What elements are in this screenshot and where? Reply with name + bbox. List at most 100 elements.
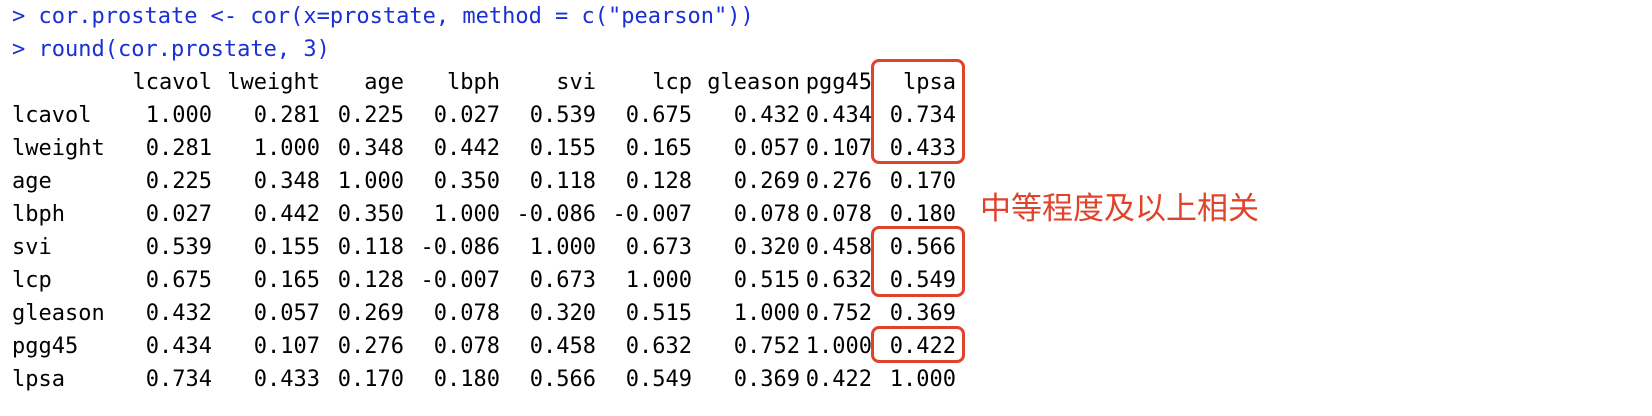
matrix-row: svi 0.539 0.155 0.118 -0.086 1.000 0.673 0.320 0… xyxy=(12,231,956,264)
matrix-row: gleason 0.432 0.057 0.269 0.078 0.320 0.515 1.0… xyxy=(12,297,956,330)
r-console: > cor.prostate <- cor(x=prostate, method… xyxy=(12,0,956,396)
matrix-cell: 0.752 xyxy=(733,334,800,359)
column-header: lweight xyxy=(227,70,320,95)
matrix-cell: 0.128 xyxy=(337,268,404,293)
command-line-1: > cor.prostate <- cor(x=prostate, method… xyxy=(12,0,956,33)
matrix-cell: 0.118 xyxy=(529,169,596,194)
matrix-cell: 0.734 xyxy=(889,103,956,128)
matrix-cell: 1.000 xyxy=(433,202,500,227)
matrix-cell: -0.086 xyxy=(420,235,500,260)
matrix-row: lcavol 1.000 0.281 0.225 0.027 0.539 0.675 0.43… xyxy=(12,99,956,132)
matrix-cell: 0.281 xyxy=(145,136,212,161)
matrix-cell: 0.515 xyxy=(625,301,692,326)
matrix-cell: 0.350 xyxy=(433,169,500,194)
row-label: gleason xyxy=(12,301,105,326)
matrix-cell: 0.434 xyxy=(145,334,212,359)
matrix-cell: 1.000 xyxy=(733,301,800,326)
matrix-cell: 0.369 xyxy=(733,367,800,392)
matrix-cell: 0.276 xyxy=(337,334,404,359)
matrix-cell: 0.057 xyxy=(733,136,800,161)
column-header: gleason xyxy=(707,70,800,95)
matrix-cell: 0.107 xyxy=(805,136,872,161)
row-label: age xyxy=(12,169,52,194)
matrix-cell: 0.276 xyxy=(805,169,872,194)
column-header: age xyxy=(364,70,404,95)
annotation-label: 中等程度及以上相关 xyxy=(980,191,1259,227)
matrix-cell: 0.458 xyxy=(529,334,596,359)
matrix-cell: 0.320 xyxy=(733,235,800,260)
matrix-cell: -0.007 xyxy=(420,268,500,293)
matrix-cell: 0.118 xyxy=(337,235,404,260)
prompt-symbol: > xyxy=(12,4,39,29)
matrix-header-row: lcavol lweight age lbph svi lcp gleason … xyxy=(12,66,956,99)
matrix-cell: 0.549 xyxy=(889,268,956,293)
matrix-cell: 0.281 xyxy=(253,103,320,128)
highlight-box-lpsa-pgg45 xyxy=(871,326,965,363)
matrix-cell: 0.458 xyxy=(805,235,872,260)
matrix-cell: 0.422 xyxy=(889,334,956,359)
matrix-cell: 1.000 xyxy=(805,334,872,359)
matrix-cell: 0.433 xyxy=(253,367,320,392)
matrix-row: age 0.225 0.348 1.000 0.350 0.118 0.128 0.269 0.… xyxy=(12,165,956,198)
matrix-cell: 0.078 xyxy=(733,202,800,227)
matrix-cell: 0.422 xyxy=(805,367,872,392)
highlight-box-lpsa-lcavol-lweight xyxy=(871,59,965,164)
matrix-cell: 0.734 xyxy=(145,367,212,392)
matrix-cell: 0.170 xyxy=(337,367,404,392)
row-label: lcavol xyxy=(12,103,92,128)
matrix-cell: -0.007 xyxy=(612,202,692,227)
matrix-cell: 0.442 xyxy=(253,202,320,227)
matrix-cell: 0.170 xyxy=(889,169,956,194)
column-header: pgg45 xyxy=(805,70,872,95)
corner-cell xyxy=(12,66,128,99)
row-label: lpsa xyxy=(12,367,65,392)
command-text: round(cor.prostate, 3) xyxy=(38,37,330,62)
matrix-cell: 0.350 xyxy=(337,202,404,227)
matrix-cell: 0.549 xyxy=(625,367,692,392)
matrix-cell: 0.078 xyxy=(433,334,500,359)
matrix-cell: 1.000 xyxy=(625,268,692,293)
matrix-cell: 0.675 xyxy=(145,268,212,293)
matrix-cell: 0.566 xyxy=(529,367,596,392)
matrix-cell: 0.673 xyxy=(529,268,596,293)
row-label: svi xyxy=(12,235,52,260)
matrix-cell: 0.057 xyxy=(253,301,320,326)
matrix-cell: 0.155 xyxy=(253,235,320,260)
matrix-cell: 0.442 xyxy=(433,136,500,161)
command-text: cor.prostate <- cor(x=prostate, method =… xyxy=(38,4,754,29)
matrix-row: lpsa 0.734 0.433 0.170 0.180 0.566 0.549 0.369 0… xyxy=(12,363,956,396)
matrix-cell: 1.000 xyxy=(253,136,320,161)
matrix-row: lbph 0.027 0.442 0.350 1.000 -0.086 -0.007 0.07… xyxy=(12,198,956,231)
row-label: pgg45 xyxy=(12,334,79,359)
column-header: lcp xyxy=(652,70,692,95)
matrix-cell: 1.000 xyxy=(889,367,956,392)
column-header: svi xyxy=(556,70,596,95)
matrix-cell: 0.632 xyxy=(805,268,872,293)
matrix-cell: 0.078 xyxy=(805,202,872,227)
matrix-cell: 0.269 xyxy=(337,301,404,326)
matrix-cell: 0.320 xyxy=(529,301,596,326)
command-line-2: > round(cor.prostate, 3) xyxy=(12,33,956,66)
matrix-cell: 0.632 xyxy=(625,334,692,359)
matrix-row: pgg45 0.434 0.107 0.276 0.078 0.458 0.632 0.752… xyxy=(12,330,956,363)
matrix-cell: 0.539 xyxy=(145,235,212,260)
matrix-row: lcp 0.675 0.165 0.128 -0.007 0.673 1.000 0.515 0… xyxy=(12,264,956,297)
matrix-cell: 0.269 xyxy=(733,169,800,194)
matrix-cell: 0.369 xyxy=(889,301,956,326)
matrix-cell: 0.433 xyxy=(889,136,956,161)
highlight-box-lpsa-svi-lcp xyxy=(871,226,965,297)
matrix-cell: 1.000 xyxy=(529,235,596,260)
row-label: lbph xyxy=(12,202,65,227)
matrix-cell: 0.673 xyxy=(625,235,692,260)
matrix-cell: 0.225 xyxy=(145,169,212,194)
matrix-cell: 0.752 xyxy=(805,301,872,326)
matrix-cell: 0.539 xyxy=(529,103,596,128)
column-header: lpsa xyxy=(903,70,956,95)
matrix-body: lcavol 1.000 0.281 0.225 0.027 0.539 0.675 0.43… xyxy=(12,99,956,396)
matrix-cell: 0.180 xyxy=(889,202,956,227)
matrix-cell: 0.078 xyxy=(433,301,500,326)
column-header: lbph xyxy=(447,70,500,95)
matrix-cell: 0.155 xyxy=(529,136,596,161)
matrix-cell: 0.348 xyxy=(253,169,320,194)
matrix-cell: 0.434 xyxy=(805,103,872,128)
